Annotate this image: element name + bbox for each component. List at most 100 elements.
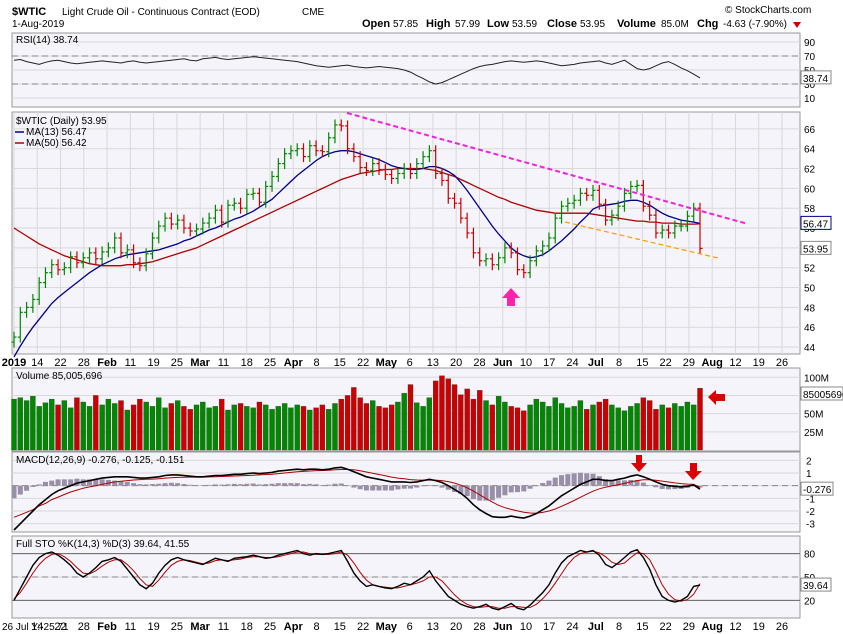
volume-bar — [42, 402, 49, 451]
macd-histogram-bar — [238, 484, 244, 486]
macd-histogram-bar — [17, 485, 23, 495]
macd-tick-label: -1 — [806, 494, 815, 505]
macd-panel — [11, 451, 801, 533]
macd-histogram-bar — [546, 480, 552, 486]
macd-histogram-bar — [99, 479, 105, 486]
bottom-x-axis-label: 25 — [264, 621, 276, 633]
macd-histogram-bar — [666, 485, 672, 490]
volume-tick-label: 100M — [804, 373, 829, 384]
volume-bar — [477, 390, 483, 451]
macd-histogram-bar — [489, 485, 495, 501]
volume-bar — [521, 410, 527, 451]
x-axis-label: 29 — [683, 357, 695, 369]
rsi-tick-label: 10 — [804, 94, 816, 105]
macd-histogram-bar — [609, 480, 615, 486]
macd-histogram-bar — [514, 485, 521, 493]
volume-bar — [489, 404, 495, 451]
macd-histogram-bar — [61, 479, 67, 486]
change-value: -4.63 (-7.90%) — [723, 19, 787, 30]
volume-bar — [143, 401, 149, 451]
close-label: Close — [547, 18, 577, 30]
bottom-x-axis-label: 8 — [313, 621, 319, 633]
ma13-legend: MA(13) 56.47 — [26, 127, 87, 138]
macd-histogram-bar — [571, 473, 577, 486]
sto-tick-label: 80 — [804, 550, 816, 561]
x-axis-label: 28 — [473, 357, 485, 369]
volume-bar — [615, 407, 621, 451]
volume-bar — [659, 404, 665, 451]
bottom-x-axis-label: 13 — [427, 621, 439, 633]
macd-histogram-bar — [697, 485, 703, 488]
axis-labels: 907050301038.746664626058565452504846442… — [2, 38, 843, 633]
macd-histogram-bar — [300, 484, 307, 486]
macd-histogram-bar — [269, 483, 275, 486]
volume-bar — [55, 404, 61, 451]
volume-bar — [250, 407, 256, 451]
rsi-tick-label: 70 — [804, 52, 816, 63]
macd-histogram-bar — [256, 484, 262, 486]
bottom-x-axis-label: 19 — [753, 621, 765, 633]
macd-tick-label: 1 — [806, 469, 812, 480]
macd-signal-line — [13, 469, 701, 518]
macd-histogram-bar — [156, 483, 162, 486]
bottom-x-axis-label: 17 — [543, 621, 555, 633]
volume-bar — [376, 406, 382, 451]
macd-histogram-bar — [263, 484, 269, 486]
x-axis-label: 8 — [616, 357, 622, 369]
cursor-readout: 26 Jul Y:-25.71 — [2, 622, 69, 633]
macd-histogram-bar — [382, 485, 388, 491]
bottom-x-axis-label: 10 — [520, 621, 532, 633]
sto-tick-label: 20 — [804, 596, 816, 607]
x-axis-label: 15 — [636, 357, 648, 369]
volume-bar — [225, 409, 231, 451]
macd-histogram-bar — [470, 485, 476, 500]
volume-bar — [256, 401, 263, 451]
volume-bar — [11, 398, 17, 451]
macd-histogram-bar — [634, 479, 640, 486]
macd-histogram-bar — [137, 484, 143, 486]
volume-bar — [319, 404, 326, 451]
volume-legend: Volume 85,005,696 — [16, 371, 103, 382]
volume-bar — [281, 403, 288, 451]
volume-bar — [609, 404, 615, 451]
resistance-trendline — [346, 112, 749, 225]
macd-histogram-bar — [653, 485, 659, 488]
macd-histogram-bar — [307, 483, 313, 486]
macd-histogram-bar — [376, 485, 382, 491]
price-tick-label: 46 — [804, 323, 816, 334]
volume-tick-label: 25M — [804, 428, 823, 439]
bottom-x-axis-label: 26 — [776, 621, 788, 633]
macd-line — [13, 466, 701, 531]
rsi-last-value: 38.74 — [803, 74, 828, 85]
bottom-x-axis-label: Feb — [97, 621, 117, 633]
volume-bar — [168, 403, 175, 451]
macd-histogram-bar — [414, 485, 420, 488]
macd-histogram-bar — [691, 485, 697, 487]
volume-bar — [558, 403, 565, 451]
volume-bar — [124, 409, 130, 451]
chart-date: 1-Aug-2019 — [12, 19, 65, 30]
macd-histogram-bar — [445, 485, 451, 490]
macd-histogram-bar — [74, 478, 80, 486]
x-axis-label: Apr — [284, 357, 304, 369]
macd-histogram-bar — [168, 482, 174, 486]
low-value: 53.59 — [512, 19, 537, 30]
volume-bar — [577, 400, 584, 451]
macd-histogram-bar — [640, 482, 646, 486]
high-value: 57.99 — [455, 19, 480, 30]
macd-histogram-bar — [288, 483, 294, 486]
down-triangle-icon — [793, 22, 801, 28]
volume-last-value: 85005696 — [803, 390, 843, 401]
volume-bar — [533, 398, 540, 451]
macd-histogram-bar — [24, 485, 30, 491]
volume-bar — [445, 378, 451, 451]
macd-histogram-bar — [282, 483, 288, 486]
ma50-legend: MA(50) 56.42 — [26, 138, 87, 149]
macd-histogram-bar — [244, 483, 250, 486]
macd-histogram-bar — [131, 483, 137, 486]
macd-histogram-bar — [219, 484, 225, 486]
macd-histogram-bar — [577, 472, 583, 486]
macd-histogram-bar — [68, 479, 74, 486]
volume-bar — [313, 407, 319, 451]
x-axis-label: Feb — [97, 357, 117, 369]
